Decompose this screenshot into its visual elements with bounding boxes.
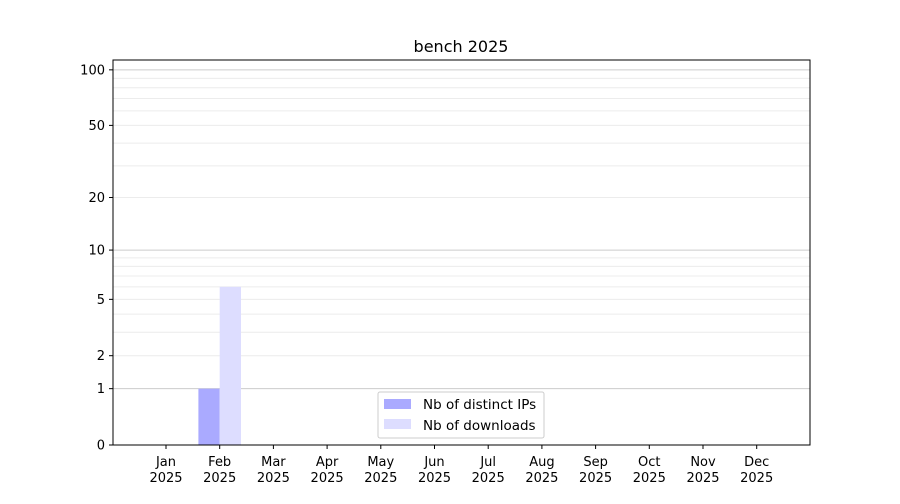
x-tick-label-year: 2025: [740, 471, 773, 486]
x-tick-label-month: Jan: [155, 455, 176, 470]
legend: Nb of distinct IPs Nb of downloads: [377, 391, 545, 439]
y-tick-label: 5: [97, 293, 105, 308]
x-tick-label-month: Sep: [583, 455, 608, 470]
y-tick-label: 100: [80, 63, 105, 78]
bars: [198, 286, 241, 445]
legend-swatch-distinct-ips: [384, 399, 411, 409]
x-tick-label-year: 2025: [686, 471, 719, 486]
x-tick-label-year: 2025: [149, 471, 182, 486]
x-tick-label-year: 2025: [364, 471, 397, 486]
x-tick-label-month: Oct: [638, 455, 660, 470]
x-tick-label-month: Jul: [479, 455, 496, 470]
legend-box: [377, 391, 545, 439]
y-tick-label: 50: [88, 119, 105, 134]
plot-frame: [112, 59, 811, 446]
y-tick-label: 20: [88, 191, 105, 206]
grid: [113, 69, 810, 390]
y-tick-label: 0: [97, 439, 105, 454]
x-tick-label-year: 2025: [579, 471, 612, 486]
x-tick-label-year: 2025: [257, 471, 290, 486]
x-tick-label-month: Apr: [316, 455, 339, 470]
x-axis: Jan2025Feb2025Mar2025Apr2025May2025Jun20…: [149, 445, 773, 486]
legend-label-distinct-ips: Nb of distinct IPs: [423, 397, 536, 413]
x-tick-label-month: Nov: [690, 455, 716, 470]
chart-title: bench 2025: [414, 37, 509, 56]
y-tick-label: 1: [97, 382, 105, 397]
bar-distinct-ips: [198, 388, 220, 445]
y-axis: 0 1 2 5 10 20 50 100: [80, 63, 113, 454]
legend-swatch-downloads: [384, 419, 411, 429]
x-tick-label-month: May: [367, 455, 394, 470]
x-tick-label-month: Aug: [529, 455, 554, 470]
y-tick-label: 10: [88, 244, 105, 259]
y-tick-label: 2: [97, 349, 105, 364]
x-tick-label-year: 2025: [633, 471, 666, 486]
x-tick-label-year: 2025: [525, 471, 558, 486]
x-tick-label-year: 2025: [311, 471, 344, 486]
x-tick-label-month: Feb: [208, 455, 231, 470]
x-tick-label-month: Mar: [261, 455, 286, 470]
x-tick-label-month: Dec: [744, 455, 769, 470]
bar-downloads: [219, 286, 241, 445]
x-tick-label-year: 2025: [418, 471, 451, 486]
x-tick-label-year: 2025: [203, 471, 236, 486]
x-tick-label-month: Jun: [423, 455, 444, 470]
legend-label-downloads: Nb of downloads: [423, 418, 536, 434]
x-tick-label-year: 2025: [472, 471, 505, 486]
